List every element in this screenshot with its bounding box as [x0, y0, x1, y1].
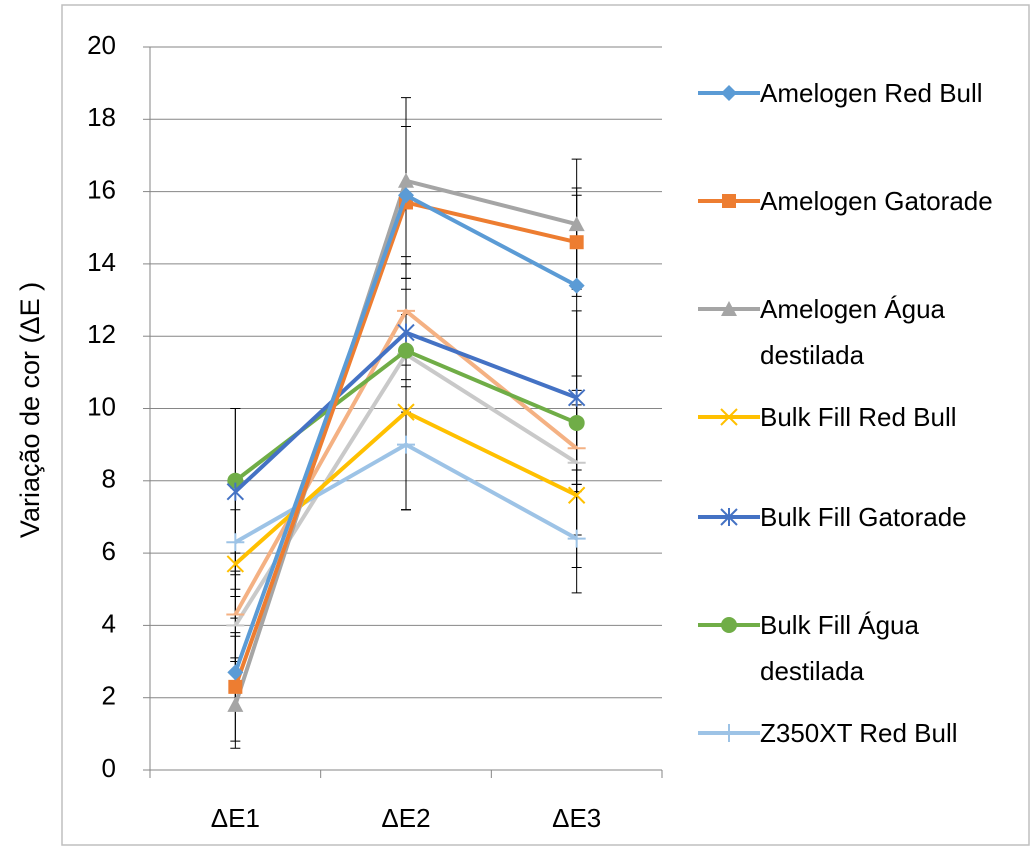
legend-label: Amelogen Água destilada [760, 294, 946, 370]
marker [568, 277, 585, 294]
marker [398, 342, 414, 359]
chart-border [61, 4, 1030, 846]
marker [398, 187, 414, 204]
legend-label: Amelogen Gatorade [760, 186, 993, 216]
marker [720, 508, 738, 526]
y-tick-label: 10 [87, 391, 116, 421]
marker [397, 323, 415, 342]
x-tick-label: ΔE3 [552, 803, 601, 833]
legend-label: Bulk Fill Gatorade [760, 502, 967, 532]
marker [721, 617, 737, 633]
marker [567, 388, 586, 407]
marker [227, 472, 244, 489]
marker [226, 555, 245, 573]
marker [397, 435, 415, 454]
x-tick-label: ΔE2 [381, 803, 430, 833]
legend-label: Amelogen Red Bull [760, 78, 983, 108]
y-tick-label: 4 [102, 608, 116, 638]
y-tick-label: 18 [87, 102, 116, 132]
marker [569, 235, 584, 250]
marker [226, 533, 245, 552]
marker [720, 724, 738, 742]
legend-label: Z350XT Red Bull [760, 718, 958, 748]
legend-label: Bulk Fill Red Bull [760, 402, 957, 432]
y-tick-label: 14 [87, 247, 116, 277]
marker [567, 486, 586, 504]
marker [568, 216, 585, 232]
marker [720, 408, 738, 426]
marker [722, 194, 736, 208]
y-axis-title: Variação de cor (ΔE ) [15, 282, 45, 538]
y-tick-label: 2 [102, 681, 116, 711]
x-tick-label: ΔE1 [211, 803, 260, 833]
marker [226, 482, 245, 501]
y-tick-label: 20 [87, 30, 116, 60]
marker [567, 529, 586, 548]
marker [397, 403, 415, 421]
y-tick-label: 12 [87, 319, 116, 349]
marker [228, 679, 243, 694]
y-tick-label: 0 [102, 753, 116, 783]
y-tick-label: 16 [87, 174, 116, 204]
marker [721, 85, 737, 101]
marker [398, 172, 414, 188]
marker [227, 664, 244, 681]
y-tick-label: 8 [102, 464, 116, 494]
marker [227, 696, 244, 712]
legend-label: Bulk Fill Água destilada [760, 610, 919, 686]
marker [568, 414, 585, 431]
y-tick-label: 6 [102, 536, 116, 566]
marker [721, 301, 737, 316]
